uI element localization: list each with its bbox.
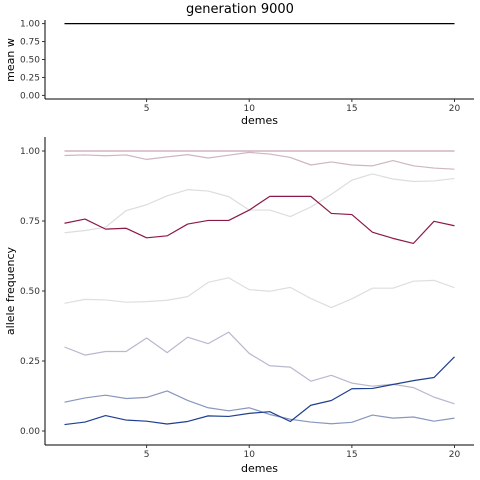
top-x-tick-label: 20 bbox=[449, 104, 461, 114]
bottom-x-tick-label: 10 bbox=[244, 450, 256, 460]
bottom-x-axis-label: demes bbox=[241, 462, 278, 475]
top-y-tick-label: 0.50 bbox=[20, 56, 40, 66]
bottom-series-line-7 bbox=[64, 390, 455, 425]
bottom-y-tick-label: 0.00 bbox=[20, 427, 40, 437]
top-x-tick-label: 5 bbox=[144, 104, 150, 114]
bottom-x-tick-label: 15 bbox=[346, 450, 357, 460]
bottom-y-tick-label: 0.50 bbox=[20, 287, 40, 297]
top-y-tick-label: 1.00 bbox=[20, 20, 40, 30]
top-x-axis-label: demes bbox=[241, 114, 278, 127]
bottom-y-tick-label: 1.00 bbox=[20, 147, 40, 157]
panel-mean-w: 0.00 0.25 0.50 0.75 1.00 5 10 15 20 demes mean w bbox=[4, 20, 474, 127]
bottom-x-tick-label: 20 bbox=[449, 450, 461, 460]
top-y-tick-label: 0.00 bbox=[20, 91, 40, 101]
bottom-series-line-8 bbox=[64, 356, 455, 426]
top-y-axis-label: mean w bbox=[4, 38, 17, 82]
top-x-tick-label: 10 bbox=[244, 104, 256, 114]
bottom-series-line-3 bbox=[64, 173, 455, 234]
panel-allele-frequency: 0.00 0.25 0.50 0.75 1.00 5 10 15 20 demes allele f… bbox=[4, 137, 474, 475]
bottom-x-tick-label: 5 bbox=[144, 450, 150, 460]
bottom-y-tick-label: 0.75 bbox=[20, 217, 40, 227]
top-y-tick-label: 0.25 bbox=[20, 73, 40, 83]
bottom-series-line-2 bbox=[64, 151, 455, 170]
bottom-series-line-5 bbox=[64, 277, 455, 309]
bottom-y-axis-label: allele frequency bbox=[4, 246, 17, 335]
bottom-y-tick-label: 0.25 bbox=[20, 357, 40, 367]
top-y-tick-label: 0.75 bbox=[20, 38, 40, 48]
bottom-series-line-4 bbox=[64, 195, 455, 244]
bottom-series-line-6 bbox=[64, 331, 455, 405]
chart-title: generation 9000 bbox=[186, 2, 294, 17]
top-x-tick-label: 15 bbox=[346, 104, 357, 114]
